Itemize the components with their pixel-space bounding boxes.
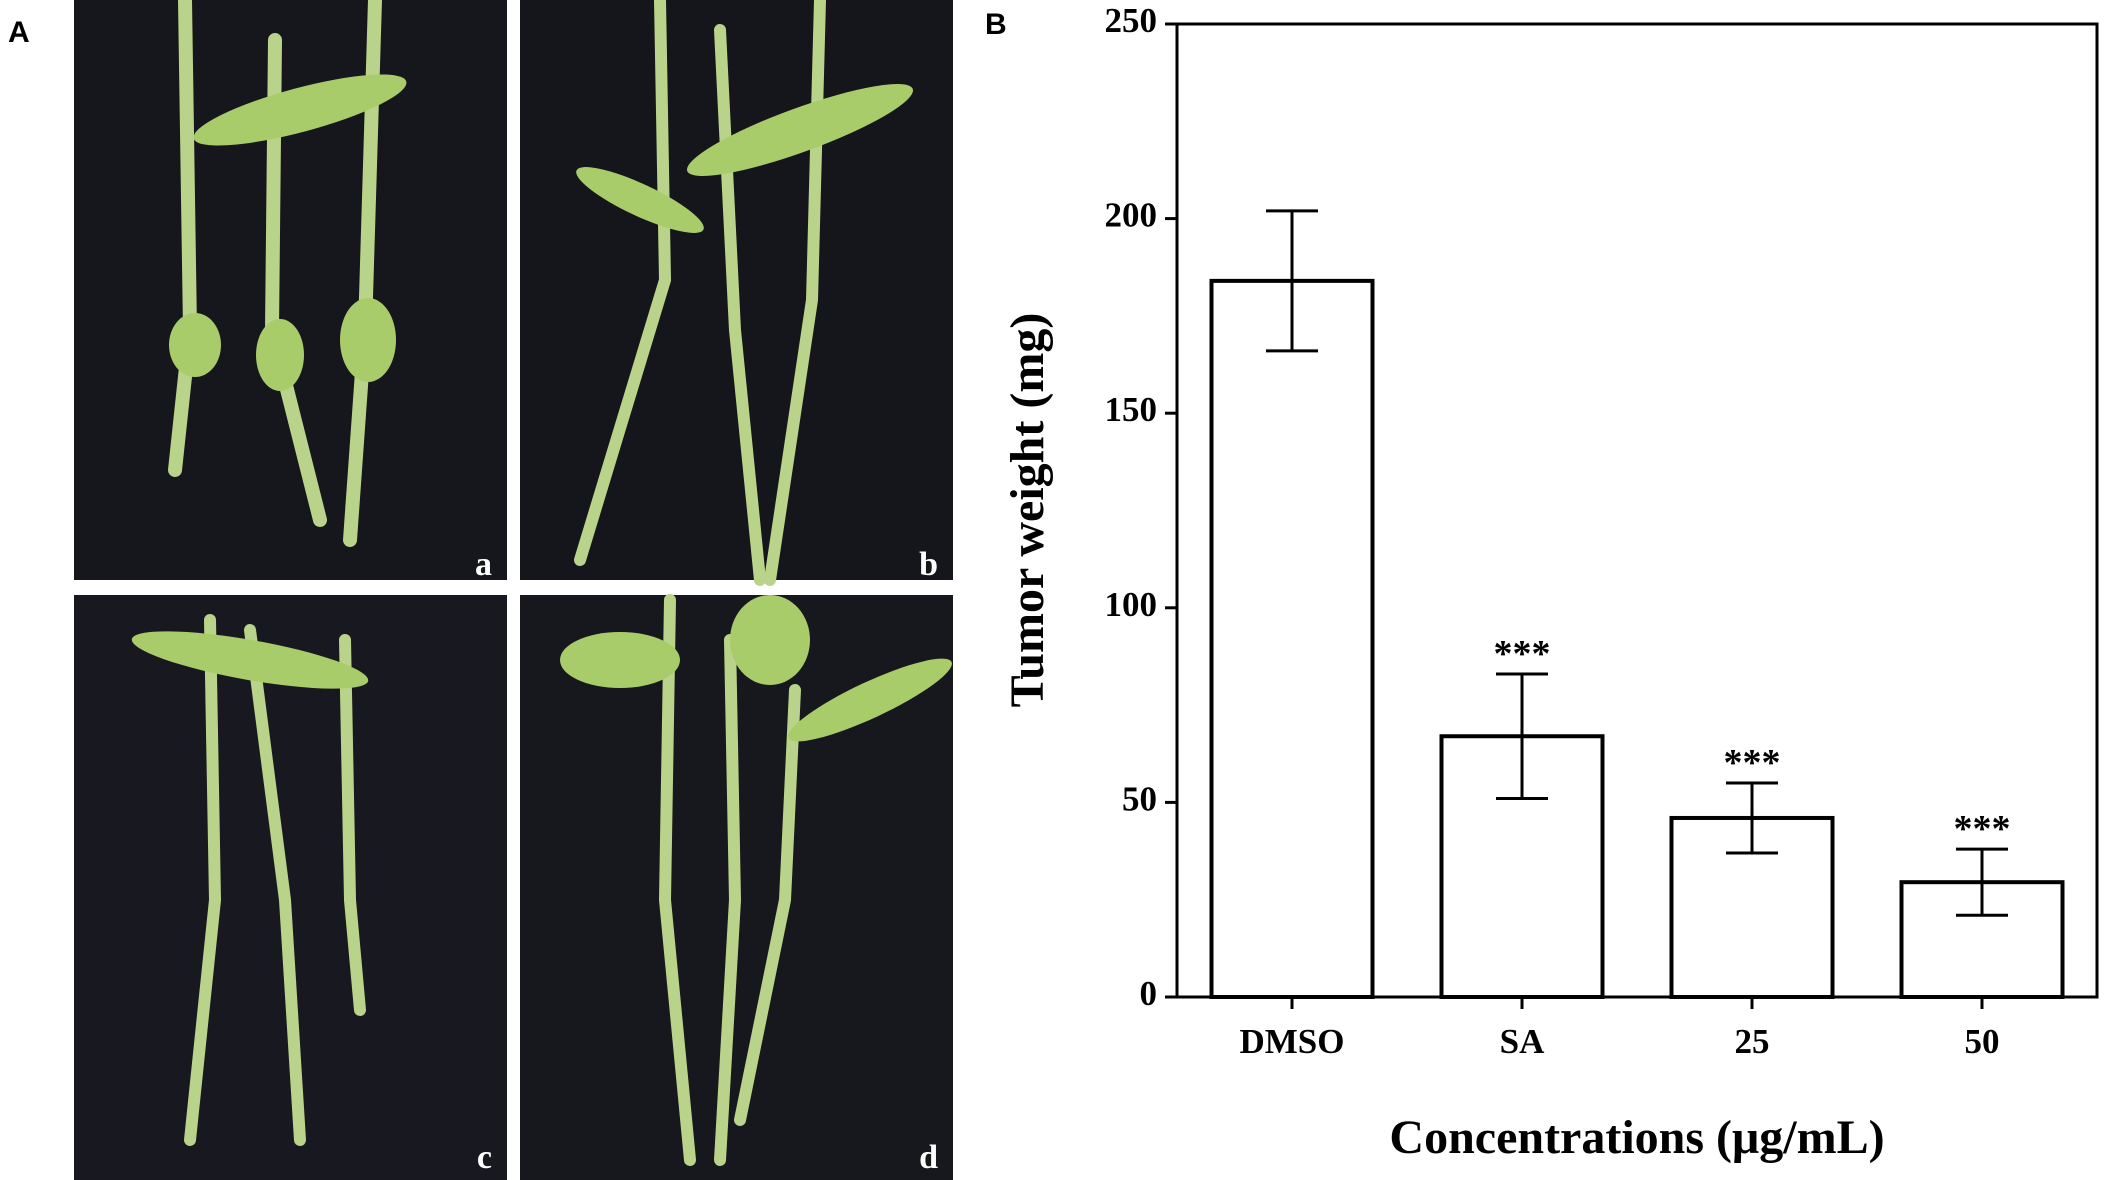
significance-label: *** bbox=[1494, 633, 1551, 675]
x-tick-label: 50 bbox=[1965, 1022, 2000, 1061]
plot-frame bbox=[1175, 22, 2099, 999]
x-tick-label: SA bbox=[1500, 1022, 1545, 1061]
photo-label: b bbox=[919, 546, 938, 583]
photo-label: a bbox=[475, 546, 492, 583]
x-tick-label: 25 bbox=[1735, 1022, 1770, 1061]
photo bbox=[74, 0, 507, 580]
x-tick-label: DMSO bbox=[1240, 1022, 1345, 1061]
photos: a b c d bbox=[74, 0, 953, 1180]
chart: Tumor weight (mg) Concentrations (μg/mL)… bbox=[1001, 1, 2099, 1164]
significance-label: *** bbox=[1954, 808, 2011, 850]
photo-label: d bbox=[919, 1139, 938, 1176]
photo-label: c bbox=[477, 1139, 492, 1176]
y-tick-label: 250 bbox=[1105, 1, 1158, 40]
y-tick-label: 150 bbox=[1105, 390, 1158, 429]
y-tick-label: 0 bbox=[1140, 974, 1158, 1013]
x-axis-label: Concentrations (μg/mL) bbox=[1389, 1111, 1884, 1164]
y-tick-label: 100 bbox=[1105, 585, 1158, 624]
y-tick-label: 200 bbox=[1105, 196, 1158, 235]
significance-label: *** bbox=[1724, 742, 1781, 784]
panel-label: A bbox=[8, 16, 30, 49]
panel-label: B bbox=[985, 8, 1007, 41]
bar bbox=[1209, 278, 1375, 999]
y-tick-label: 50 bbox=[1122, 779, 1157, 818]
plants bbox=[131, 0, 952, 1166]
y-axis-label: Tumor weight (mg) bbox=[1001, 313, 1054, 708]
